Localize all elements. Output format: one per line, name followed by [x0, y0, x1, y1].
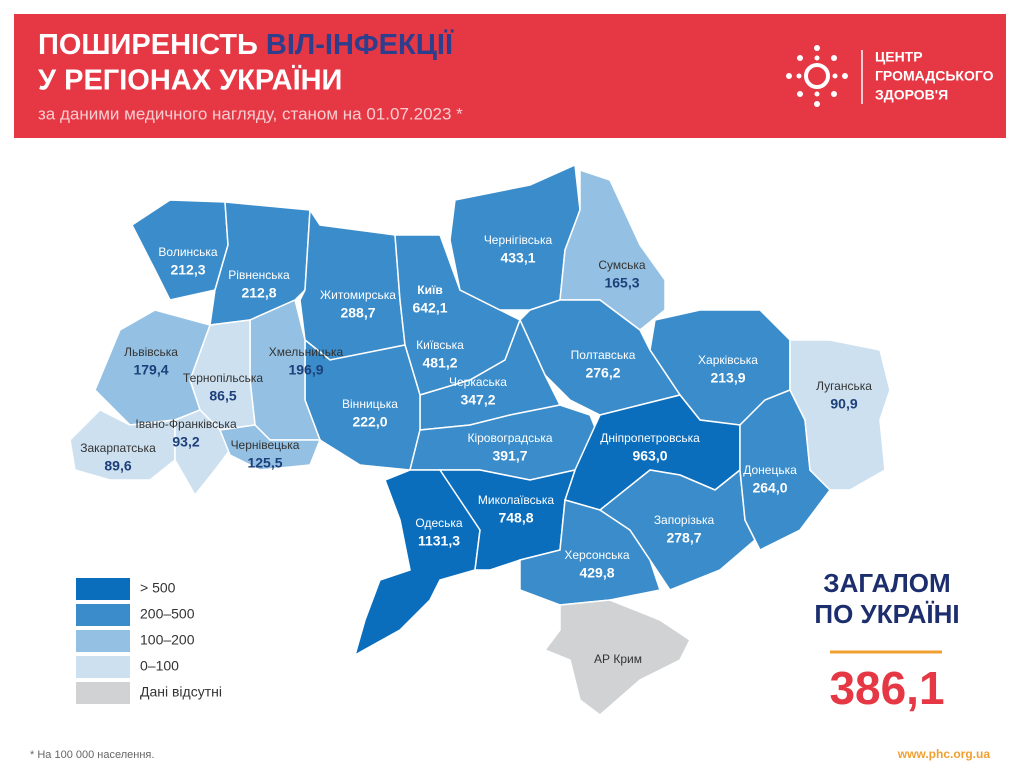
region-name: Черкаська — [449, 375, 507, 389]
region-name: Волинська — [158, 245, 218, 259]
region-name: Івано-Франківська — [135, 417, 237, 431]
legend-label: 200–500 — [140, 606, 195, 622]
region-value: 481,2 — [422, 355, 457, 371]
region-value: 288,7 — [340, 305, 375, 321]
region-name: Чернігівська — [484, 233, 553, 247]
logo-mark — [786, 45, 848, 107]
region-value: 276,2 — [585, 365, 620, 381]
legend-swatch — [76, 682, 130, 704]
logo-text: ЗДОРОВ'Я — [875, 87, 948, 103]
region-name: Хмельницька — [269, 345, 344, 359]
region-value: 212,8 — [241, 285, 276, 301]
region-name: Вінницька — [342, 397, 398, 411]
region-name: Луганська — [816, 379, 872, 393]
subtitle: за даними медичного нагляду, станом на 0… — [38, 104, 463, 123]
region-name: Запорізька — [654, 513, 715, 527]
region-name: Дніпропетровська — [600, 431, 700, 445]
region — [218, 424, 322, 471]
region — [789, 339, 891, 491]
region-value: 165,3 — [604, 275, 639, 291]
region — [598, 468, 756, 591]
region — [543, 599, 691, 716]
region-name: Львівська — [124, 345, 178, 359]
region-name: Житомирська — [320, 288, 396, 302]
region-value: 347,2 — [460, 392, 495, 408]
total-label: ЗАГАЛОМ — [823, 568, 950, 598]
region-value: 89,6 — [104, 458, 131, 474]
region-name: Кіровоградська — [467, 431, 552, 445]
region-value: 278,7 — [666, 530, 701, 546]
title-highlight: ВІЛ-ІНФЕКЦІЇ — [266, 28, 454, 61]
legend-label: 0–100 — [140, 658, 179, 674]
region-name: АР Крим — [594, 652, 642, 666]
region-value: 125,5 — [247, 455, 282, 471]
region-name: Донецька — [743, 463, 797, 477]
region-name: Херсонська — [564, 548, 630, 562]
legend-swatch — [76, 656, 130, 678]
legend-swatch — [76, 630, 130, 652]
header-bar — [14, 14, 1006, 138]
total-value: 386,1 — [829, 662, 944, 714]
region-name: Одеська — [415, 516, 463, 530]
region-value: 196,9 — [288, 362, 323, 378]
region-value: 264,0 — [752, 480, 787, 496]
logo-text: ГРОМАДСЬКОГО — [875, 68, 994, 84]
region-value: 93,2 — [172, 434, 199, 450]
legend-label: Дані відсутні — [140, 684, 222, 700]
region-name: Полтавська — [571, 348, 636, 362]
region-value: 179,4 — [133, 362, 168, 378]
region-value: 642,1 — [412, 300, 447, 316]
legend-label: > 500 — [140, 580, 176, 596]
region-value: 429,8 — [579, 565, 614, 581]
region-name: Харківська — [698, 353, 758, 367]
legend-swatch — [76, 604, 130, 626]
region-name: Миколаївська — [478, 493, 555, 507]
legend-label: 100–200 — [140, 632, 195, 648]
region-name: Рівненська — [228, 268, 290, 282]
map: Волинська 212,3 Рівненська 212,8 Житомирська… — [69, 163, 891, 716]
region-value: 213,9 — [710, 370, 745, 386]
region-name: Київ — [417, 283, 442, 297]
region-value: 86,5 — [209, 388, 236, 404]
region-value: 433,1 — [500, 250, 535, 266]
region-value: 90,9 — [830, 396, 857, 412]
region-name: Тернопільська — [183, 371, 263, 385]
region — [519, 499, 661, 606]
region-value: 748,8 — [498, 510, 533, 526]
region-name: Закарпатська — [80, 441, 156, 455]
title-part: ПОШИРЕНІСТЬ — [38, 29, 258, 61]
region-value: 963,0 — [632, 448, 667, 464]
region-value: 391,7 — [492, 448, 527, 464]
legend: > 500 200–500 100–200 0–100 Дані відсутні — [76, 578, 222, 704]
title-line2: У РЕГІОНАХ УКРАЇНИ — [38, 64, 342, 97]
region-name: Київська — [416, 338, 464, 352]
footnote: * На 100 000 населення. — [30, 749, 154, 761]
region — [174, 409, 231, 497]
logo-text: ЦЕНТР — [875, 49, 923, 65]
url: www.phc.org.ua — [897, 747, 991, 761]
region — [299, 207, 406, 361]
total-label: ПО УКРАЇНІ — [814, 599, 959, 629]
region-value: 212,3 — [170, 262, 205, 278]
legend-swatch — [76, 578, 130, 600]
region-name: Чернівецька — [231, 438, 300, 452]
region-value: 1131,3 — [418, 533, 460, 549]
region-value: 222,0 — [352, 414, 387, 430]
title: ПОШИРЕНІСТЬ ВІЛ-ІНФЕКЦІЇ — [38, 28, 454, 61]
region-name: Сумська — [598, 258, 646, 272]
